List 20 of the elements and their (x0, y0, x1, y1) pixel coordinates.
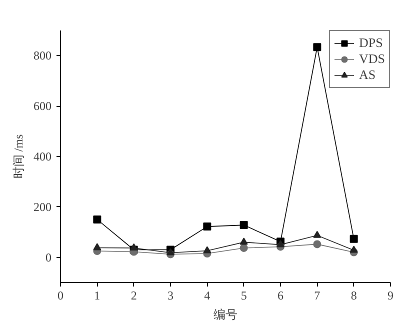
y-tick-label: 0 (46, 250, 52, 264)
legend-label: VDS (358, 51, 385, 67)
x-tick-label: 5 (240, 288, 247, 302)
y-tick-label: 800 (34, 48, 52, 63)
x-axis-title: 编号 (214, 308, 238, 322)
x-tick-label: 3 (168, 288, 174, 302)
y-axis-title: 时间 /ms (12, 134, 26, 179)
x-tick-label: 1 (94, 288, 100, 302)
x-tick-label: 2 (130, 288, 137, 302)
x-tick-label: 6 (278, 288, 284, 302)
legend-label: DPS (358, 35, 383, 51)
x-tick-label: 0 (58, 288, 64, 302)
y-tick-label: 400 (34, 150, 52, 164)
x-tick-label: 7 (314, 288, 320, 302)
legend-label: AS (358, 67, 377, 83)
y-tick-label: 200 (34, 200, 52, 214)
x-tick-label: 9 (388, 288, 394, 302)
x-tick-label: 8 (350, 288, 357, 302)
x-tick-label: 4 (204, 288, 210, 302)
y-tick-label: 600 (34, 99, 52, 114)
